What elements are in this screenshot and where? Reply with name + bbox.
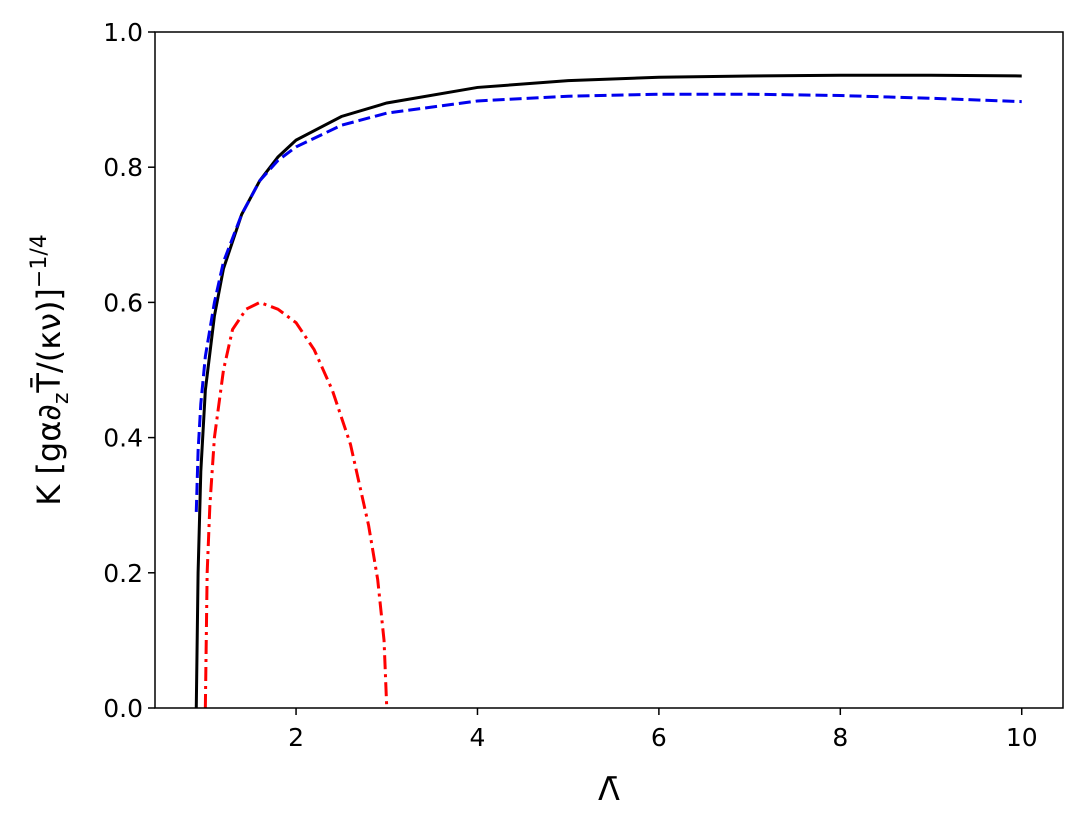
plot-frame — [154, 31, 1064, 709]
y-label-part: T̄/(κν)] — [29, 288, 68, 394]
x-tick-label: 4 — [470, 723, 486, 752]
y-tick-label: 0.6 — [103, 288, 143, 317]
line — [194, 73, 1022, 709]
y-label-superscript: −1/4 — [27, 234, 52, 288]
y-tick-label: 0.8 — [103, 153, 143, 182]
y-axis-label: K [gα∂zT̄/(κν)]−1/4 — [27, 234, 74, 506]
x-tick-label: 10 — [1006, 723, 1038, 752]
y-tick-label: 0.2 — [103, 559, 143, 588]
y-tick-label: 0.4 — [103, 424, 143, 453]
x-axis-label: Λ̄ — [598, 770, 620, 808]
y-label-part: K [gα∂ — [30, 404, 68, 506]
y-label-subscript: z — [49, 393, 74, 405]
x-tick-label: 8 — [832, 723, 848, 752]
y-tick-label: 0.0 — [103, 694, 143, 723]
line — [203, 300, 389, 709]
x-tick-label: 2 — [288, 723, 304, 752]
y-tick-label: 1.0 — [103, 18, 143, 47]
line — [194, 92, 1022, 513]
x-tick-label: 6 — [651, 723, 667, 752]
